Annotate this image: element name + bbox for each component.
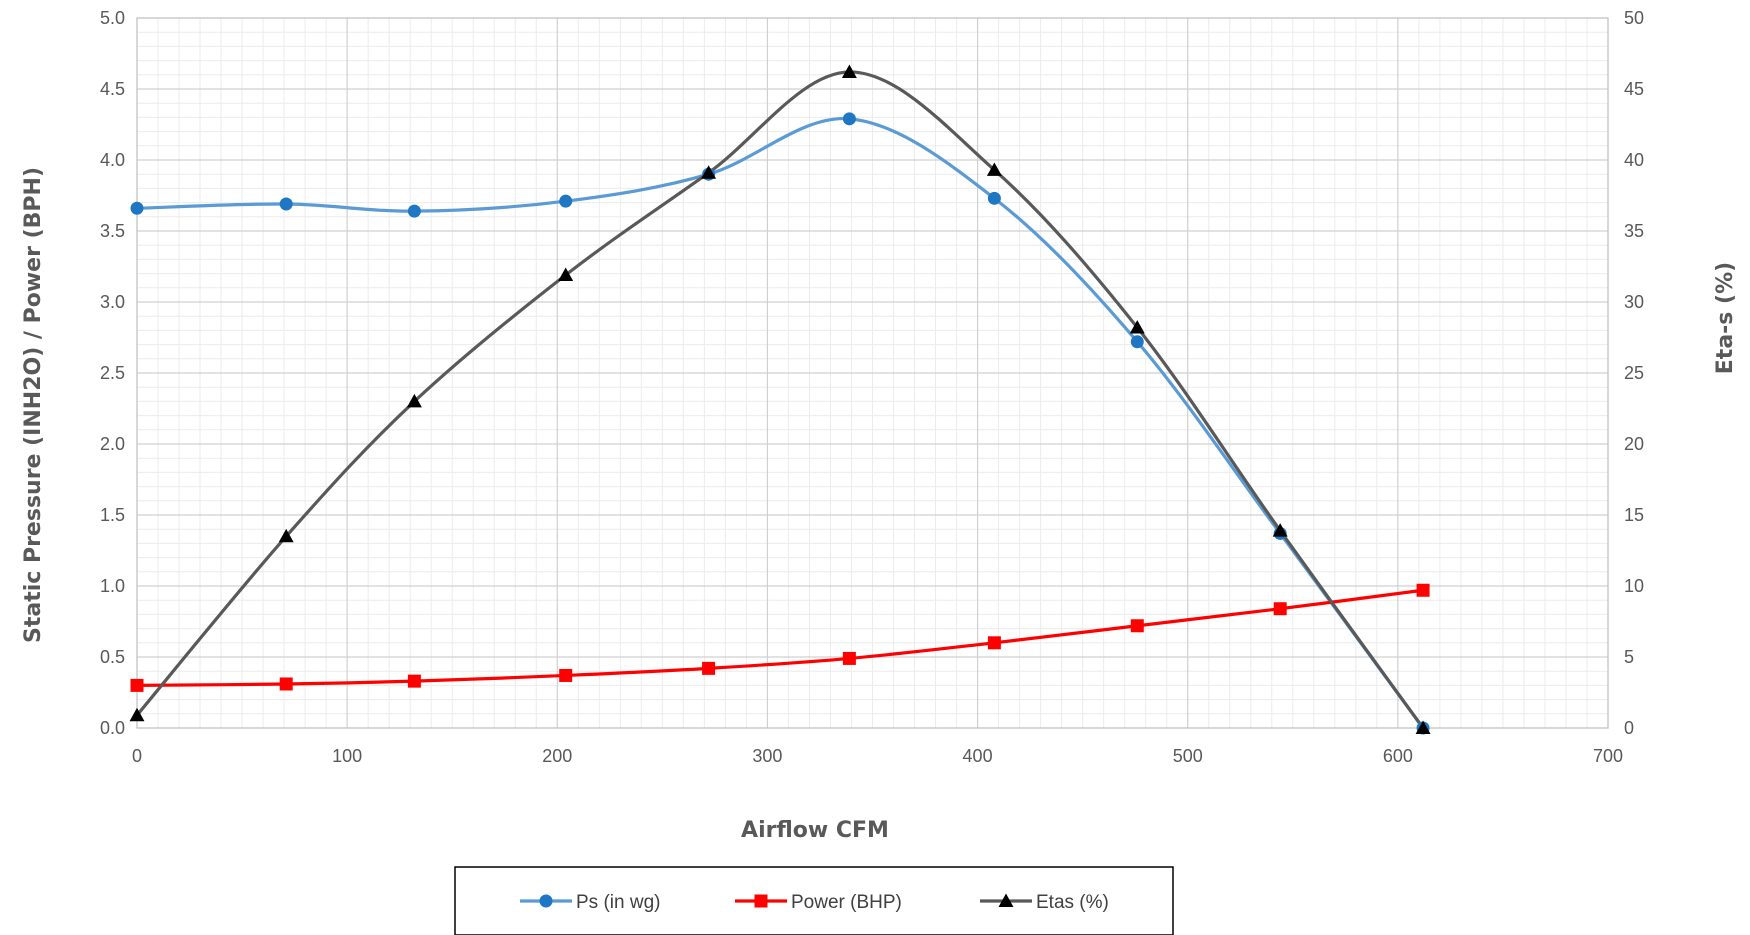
data-point-power xyxy=(559,668,573,682)
series-markers xyxy=(129,64,1431,735)
x-tick-label: 0 xyxy=(132,746,142,766)
y2-tick-label: 35 xyxy=(1624,221,1644,241)
y2-tick-label: 30 xyxy=(1624,292,1644,312)
y2-tick-label: 25 xyxy=(1624,363,1644,383)
y-tick-label: 4.0 xyxy=(100,150,125,170)
y-axis-tick-labels: 0.0 0.5 1.0 1.5 2.0 2.5 3.0 3.5 4.0 4.5 5.0 xyxy=(100,8,125,738)
data-point-ps xyxy=(559,194,573,208)
y2-tick-label: 20 xyxy=(1624,434,1644,454)
y-tick-label: 2.5 xyxy=(100,363,125,383)
y2-tick-label: 50 xyxy=(1624,8,1644,28)
series-line-power xyxy=(135,588,1425,687)
legend: Ps (in wg) Power (BHP) Etas (%) xyxy=(454,866,1174,935)
y-tick-label: 3.5 xyxy=(100,221,125,241)
data-point-power xyxy=(987,636,1001,650)
x-tick-label: 400 xyxy=(963,746,993,766)
y2-axis-tick-labels: 0 5 10 15 20 25 30 35 40 45 50 xyxy=(1624,8,1644,738)
legend-marker-etas xyxy=(998,893,1014,907)
data-point-ps xyxy=(842,112,856,126)
x-axis-title: Airflow CFM xyxy=(741,818,889,843)
y-tick-label: 2.0 xyxy=(100,434,125,454)
data-point-power xyxy=(1130,619,1144,633)
y-axis-title: Static Pressure (INH2O) / Power (BPH) xyxy=(21,167,46,643)
y2-tick-label: 45 xyxy=(1624,79,1644,99)
legend-box xyxy=(454,866,1174,935)
legend-label-power: Power (BHP) xyxy=(791,892,902,913)
legend-label-etas: Etas (%) xyxy=(1036,892,1109,913)
data-point-etas xyxy=(278,528,294,543)
data-point-power xyxy=(130,678,144,692)
legend-marker-ps xyxy=(539,894,553,908)
plot-border xyxy=(136,17,1609,729)
data-point-etas xyxy=(1272,523,1288,537)
data-point-power xyxy=(1416,583,1430,597)
data-point-power xyxy=(1273,602,1287,616)
data-point-ps xyxy=(130,201,144,215)
plot-area-border xyxy=(136,17,1609,729)
data-point-etas xyxy=(406,393,422,408)
series-lines xyxy=(135,70,1425,730)
y2-tick-label: 0 xyxy=(1624,718,1634,738)
legend-items: Ps (in wg) Power (BHP) Etas (%) xyxy=(520,892,1109,913)
y-tick-label: 1.5 xyxy=(100,505,125,525)
x-tick-label: 300 xyxy=(752,746,782,766)
data-point-power xyxy=(702,661,716,675)
y2-tick-label: 15 xyxy=(1624,505,1644,525)
data-point-etas xyxy=(129,707,145,722)
x-axis-tick-labels: 0 100 200 300 400 500 600 700 xyxy=(132,746,1623,766)
y2-tick-label: 10 xyxy=(1624,576,1644,596)
legend-label-ps: Ps (in wg) xyxy=(576,892,660,913)
x-tick-label: 700 xyxy=(1593,746,1623,766)
x-tick-label: 500 xyxy=(1173,746,1203,766)
data-point-etas xyxy=(1415,720,1431,734)
y-tick-label: 5.0 xyxy=(100,8,125,28)
y-tick-label: 1.0 xyxy=(100,576,125,596)
legend-marker-power xyxy=(754,894,768,908)
data-point-ps xyxy=(1130,335,1144,349)
data-point-ps xyxy=(987,191,1001,205)
data-point-power xyxy=(842,651,856,665)
data-point-etas xyxy=(558,267,574,281)
y2-tick-label: 5 xyxy=(1624,647,1634,667)
y2-tick-label: 40 xyxy=(1624,150,1644,170)
x-tick-label: 200 xyxy=(542,746,572,766)
series-line-ps xyxy=(135,117,1425,730)
y-tick-label: 4.5 xyxy=(100,79,125,99)
data-point-ps xyxy=(407,204,421,218)
y2-axis-title: Eta-s (%) xyxy=(1713,262,1738,374)
series-line-etas xyxy=(135,70,1425,730)
x-tick-label: 600 xyxy=(1383,746,1413,766)
data-point-etas xyxy=(841,64,857,78)
data-point-etas xyxy=(701,165,717,179)
data-point-power xyxy=(279,677,293,691)
y-tick-label: 0.0 xyxy=(100,718,125,738)
data-point-ps xyxy=(279,197,293,211)
data-point-power xyxy=(407,674,421,688)
data-point-etas xyxy=(1129,320,1145,334)
x-tick-label: 100 xyxy=(332,746,362,766)
y-tick-label: 3.0 xyxy=(100,292,125,312)
data-point-etas xyxy=(986,162,1002,176)
y-tick-label: 0.5 xyxy=(100,647,125,667)
